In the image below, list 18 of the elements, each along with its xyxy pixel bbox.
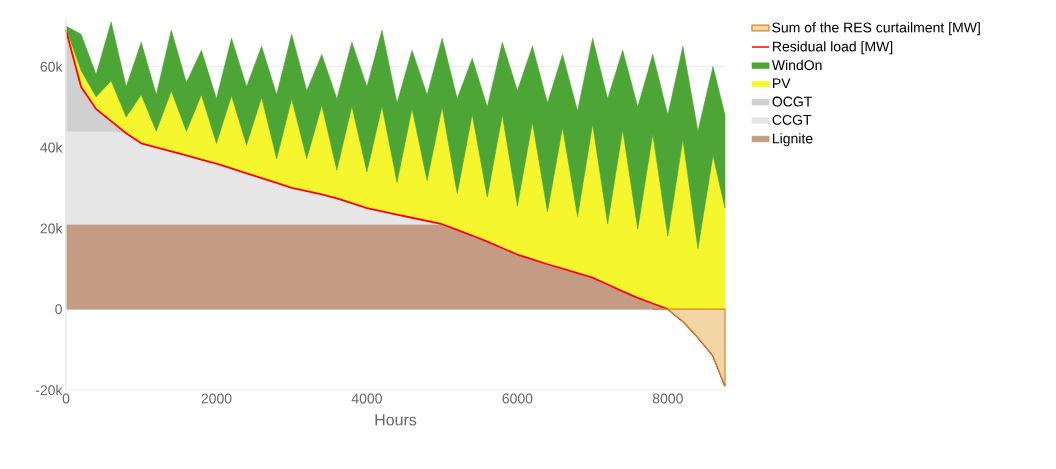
legend-label: Lignite xyxy=(773,133,813,147)
x-tick-label: 0 xyxy=(62,393,70,404)
legend-label: Sum of the RES curtailment [MW] xyxy=(772,22,980,36)
x-axis-title: Hours xyxy=(375,414,417,426)
y-tick-label: -20k xyxy=(35,384,63,396)
legend-label: WindOn xyxy=(771,59,822,71)
y-tick-label: 0 xyxy=(55,304,62,315)
legend-label: OCGT xyxy=(772,96,812,107)
y-tick-label: 60k xyxy=(40,61,63,72)
x-tick-label: 4000 xyxy=(351,393,382,404)
y-tick-label: 40k xyxy=(40,142,63,153)
x-tick-label: 6000 xyxy=(502,393,533,404)
x-tick-label: 2000 xyxy=(201,393,232,404)
legend-label: Residual load [MW] xyxy=(773,41,893,55)
legend-label: CCGT xyxy=(772,114,812,125)
legend-label: PV xyxy=(773,78,791,89)
y-tick-label: 20k xyxy=(40,223,63,234)
x-tick-label: 8000 xyxy=(652,393,683,404)
